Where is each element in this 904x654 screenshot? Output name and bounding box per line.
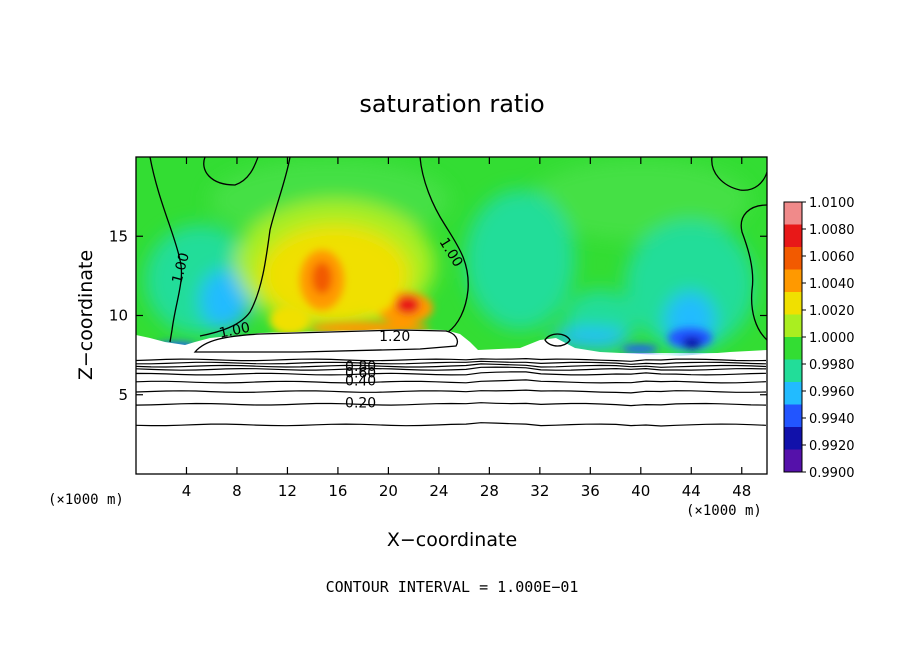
colorbar-label: 1.0080 (809, 223, 855, 238)
chart-title: saturation ratio (359, 90, 544, 118)
colorbar-label: 1.0040 (809, 277, 855, 292)
flat-contour-line (136, 379, 767, 384)
contour-lines (136, 357, 767, 427)
flat-contour-line (136, 360, 767, 365)
contour-label: 0.20 (345, 396, 376, 412)
contour-1-00-left (149, 157, 183, 343)
x-tick-label: 36 (581, 482, 600, 500)
colorbar-segment (784, 292, 802, 315)
colorbar-segment (784, 224, 802, 248)
flat-contour-line (136, 422, 767, 427)
contour-1-00-plume (199, 157, 291, 337)
contour-label: 0.40 (345, 373, 376, 389)
y-tick-label: 10 (109, 307, 128, 325)
flat-contour-line (136, 402, 767, 407)
contour-interval-note: CONTOUR INTERVAL = 1.000E−01 (326, 578, 579, 596)
contour-1-20-small (544, 333, 571, 347)
x-tick-label: 40 (631, 482, 650, 500)
x-tick-label: 48 (732, 482, 751, 500)
colorbar-segment (784, 314, 802, 338)
x-axis-label: X−coordinate (387, 529, 517, 551)
colorbar-segment (784, 269, 802, 293)
flat-contour-line (136, 366, 767, 371)
flat-contour-line (136, 363, 767, 368)
contour-shapes (149, 157, 767, 353)
colorbar-label: 0.9940 (809, 412, 855, 427)
x-tick-label: 20 (379, 482, 398, 500)
colorbar-label: 0.9920 (809, 439, 855, 454)
colorbar-segment (784, 359, 802, 383)
contour-1-20-cloud (193, 329, 459, 353)
y-axis-label: Z−coordinate (75, 250, 97, 380)
contour-label: 1.00 (218, 320, 252, 342)
contour-label: 0.80 (345, 359, 376, 375)
colorbar-label: 1.0020 (809, 304, 855, 319)
colorbar-label: 0.9980 (809, 358, 855, 373)
contour-label: 0.60 (345, 366, 376, 382)
plot-area (136, 157, 767, 474)
contour-1-00-edge (740, 204, 767, 341)
colorbar-segment (784, 382, 802, 405)
x-axis: 4 8 12 16 20 24 28 32 36 40 44 48 (182, 157, 751, 500)
contour-1-00-far-right (711, 157, 767, 191)
colorbar-segment (784, 247, 802, 270)
colorbar: 1.0100 1.0080 1.0060 1.0040 1.0020 1.0000 0.99… (783, 196, 855, 481)
colorbar-label: 0.9960 (809, 385, 855, 400)
flat-contour-line (136, 357, 767, 362)
x-tick-label: 24 (429, 482, 448, 500)
x-tick-label: 44 (682, 482, 701, 500)
x-axis-unit-left: (×1000 m) (48, 492, 124, 508)
colorbar-label: 1.0000 (809, 331, 855, 346)
x-tick-label: 12 (278, 482, 297, 500)
colorbar-segment (784, 427, 802, 450)
x-tick-label: 8 (232, 482, 242, 500)
flat-contour-line (136, 371, 767, 376)
x-tick-label: 32 (530, 482, 549, 500)
y-axis: 5 10 15 (109, 227, 767, 404)
contour-label: 1.20 (379, 329, 410, 345)
contour-1-00-mid (203, 157, 259, 186)
y-tick-label: 15 (109, 227, 128, 245)
colorbar-label: 1.0100 (809, 196, 855, 211)
y-tick-label: 5 (118, 386, 128, 404)
flat-contour-line (136, 389, 767, 394)
x-tick-label: 4 (182, 482, 192, 500)
x-tick-label: 28 (480, 482, 499, 500)
colorbar-label: 0.9900 (809, 466, 855, 481)
colorbar-segment (784, 337, 802, 360)
colorbar-label: 1.0060 (809, 250, 855, 265)
colorbar-segment (784, 404, 802, 428)
x-axis-unit-right: (×1000 m) (686, 503, 762, 519)
contour-1-00-right (419, 157, 469, 333)
x-tick-label: 16 (328, 482, 347, 500)
contour-label: 1.00 (169, 251, 193, 285)
contour-labels: 1.001.001.001.200.800.600.400.20 (169, 235, 465, 412)
colorbar-segment (784, 202, 802, 225)
colorbar-segment (784, 449, 802, 473)
